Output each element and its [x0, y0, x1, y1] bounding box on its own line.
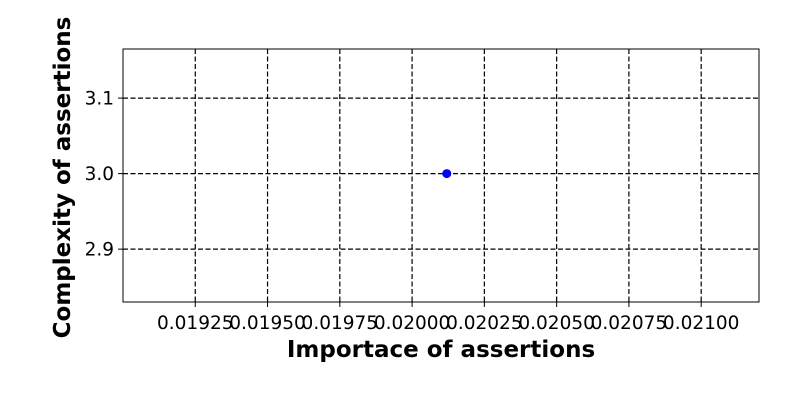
x-axis-title: Importace of assertions — [287, 337, 595, 363]
x-tick-label: 0.02000 — [374, 313, 451, 334]
x-tick-label: 0.02025 — [446, 313, 523, 334]
x-tick-label: 0.01975 — [302, 313, 379, 334]
x-tick-label: 0.02075 — [591, 313, 668, 334]
x-tick-labels: 0.019250.019500.019750.020000.020250.020… — [157, 313, 739, 334]
data-point — [442, 169, 452, 179]
x-tick-label: 0.02100 — [663, 313, 740, 334]
plot-frame — [122, 48, 760, 303]
x-tick-label: 0.01950 — [229, 313, 306, 334]
x-tick-label: 0.01925 — [157, 313, 234, 334]
grid-lines — [123, 49, 759, 302]
y-axis-title: Complexity of assertions — [50, 17, 76, 339]
y-tick-labels: 2.9 3.0 3.1 — [85, 89, 114, 261]
tick-marks — [118, 97, 702, 307]
y-tick-label: 2.9 — [85, 240, 114, 261]
y-tick-label: 3.0 — [85, 164, 114, 185]
x-tick-label: 0.02050 — [518, 313, 595, 334]
y-tick-label: 3.1 — [85, 89, 114, 110]
data-points — [442, 169, 452, 179]
